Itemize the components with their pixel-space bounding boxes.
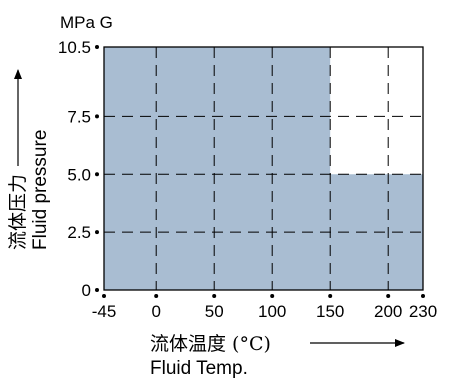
y-axis-title-cn: 流体压力 [7, 174, 29, 250]
operating-region [104, 47, 423, 290]
y-tick-mark [95, 288, 99, 292]
y-tick-mark [95, 45, 99, 49]
y-tick-mark [95, 114, 99, 119]
x-tick-label: 100 [258, 302, 286, 321]
x-tick-label: 230 [409, 302, 437, 321]
x-axis-title-en: Fluid Temp. [150, 358, 248, 379]
x-tick-label: 50 [205, 302, 224, 321]
x-axis-ticks: -45 0 50 100 150 200 230 [92, 294, 437, 321]
x-tick-mark [154, 294, 159, 298]
y-axis-title: 流体压力 [7, 69, 29, 250]
x-tick-label: 150 [316, 302, 344, 321]
x-tick-mark [386, 294, 391, 298]
y-tick-label: 2.5 [67, 223, 91, 242]
x-tick-mark [328, 294, 333, 298]
y-axis-ticks: 0 2.5 5.0 7.5 10.5 [58, 38, 99, 300]
x-tick-label: -45 [92, 302, 117, 321]
x-tick-mark [102, 294, 106, 298]
x-tick-label: 0 [151, 302, 160, 321]
y-unit-label: MPa G [60, 13, 113, 32]
plot-area [103, 46, 424, 291]
x-tick-mark [270, 294, 275, 298]
y-tick-label: 10.5 [58, 38, 91, 57]
x-tick-mark [212, 294, 217, 298]
y-tick-label: 5.0 [67, 165, 91, 184]
y-tick-mark [95, 172, 99, 177]
plot-frame [103, 46, 424, 291]
y-tick-label: 7.5 [67, 107, 91, 126]
y-axis-title-en: Fluid pressure [30, 130, 51, 250]
x-tick-label: 200 [374, 302, 402, 321]
y-tick-label: 0 [82, 281, 91, 300]
x-axis-title-cn: 流体温度 (°C) [150, 333, 271, 355]
x-tick-mark [421, 294, 425, 298]
y-tick-mark [95, 230, 99, 235]
